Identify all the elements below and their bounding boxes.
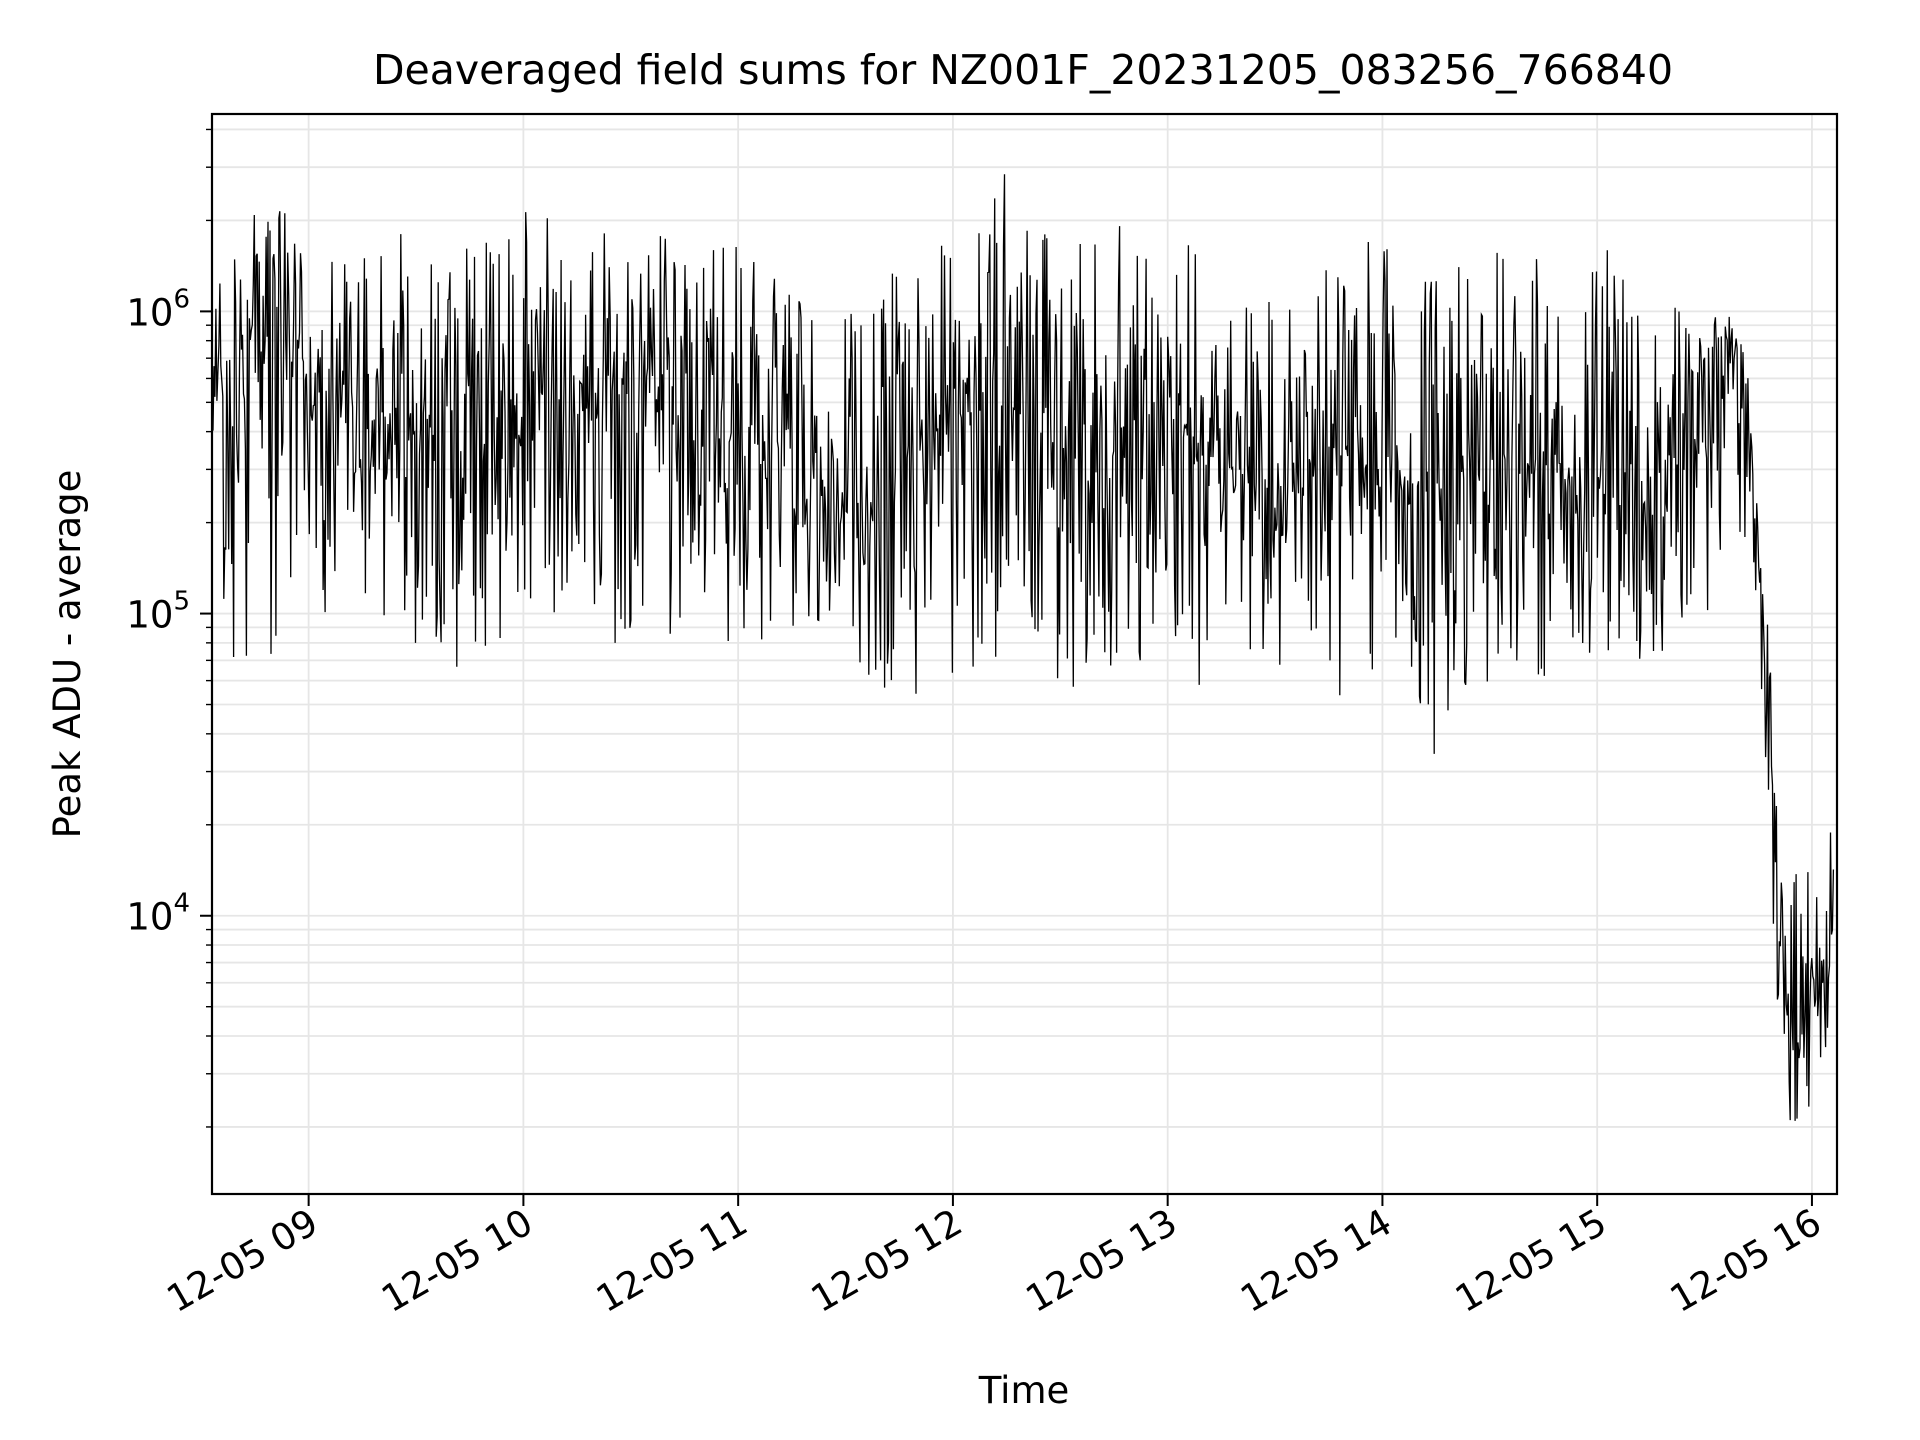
y-tick-label-exponent: 4 [173,889,190,919]
y-tick-label-base: 10 [126,896,173,939]
chart-title: Deaveraged field sums for NZ001F_2023120… [373,46,1673,94]
series-line [211,174,1835,1121]
y-tick-label-exponent: 6 [173,284,190,314]
x-axis-label: Time [978,1369,1070,1412]
y-tick-label: 106 [126,284,190,334]
y-tick-label-base: 10 [126,594,173,637]
y-grid [212,128,1837,1128]
y-tick-label: 105 [126,587,190,637]
data-layer [211,174,1835,1121]
plot-frame [210,112,1839,1196]
y-tick-label-exponent: 5 [173,587,190,617]
y-axis-label: Peak ADU - average [46,470,89,839]
y-tick-label-base: 10 [126,291,173,334]
y-tick-label: 104 [126,889,190,939]
